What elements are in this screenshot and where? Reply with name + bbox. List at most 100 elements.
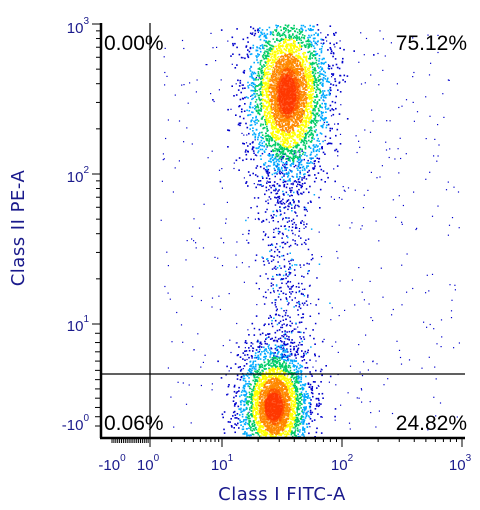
event-dot: [297, 113, 300, 116]
event-dot: [279, 42, 282, 45]
event-dot: [242, 368, 244, 370]
event-dot: [406, 253, 408, 255]
event-dot: [296, 351, 299, 353]
event-dot: [402, 204, 404, 207]
event-dot: [260, 92, 262, 95]
event-dot: [289, 43, 292, 45]
event-dot: [294, 152, 297, 154]
event-dot: [305, 44, 307, 47]
event-dot: [269, 115, 271, 117]
event-dot: [307, 97, 309, 99]
event-dot: [443, 116, 445, 118]
event-dot: [255, 357, 258, 359]
event-dot: [312, 88, 314, 90]
event-dot: [300, 121, 302, 124]
event-dot: [401, 223, 403, 225]
event-dot: [292, 183, 294, 186]
event-dot: [244, 57, 246, 60]
event-dot: [312, 157, 314, 159]
event-dot: [247, 49, 249, 51]
event-dot: [247, 81, 249, 84]
event-dot: [268, 142, 270, 144]
event-dot: [277, 128, 279, 130]
event-dot: [267, 100, 269, 103]
event-dot: [285, 145, 287, 148]
event-dot: [287, 285, 289, 287]
event-dot: [294, 204, 297, 207]
event-dot: [265, 62, 267, 64]
event-dot: [193, 349, 195, 351]
event-dot: [294, 142, 297, 144]
event-dot: [234, 42, 236, 45]
event-dot: [293, 165, 295, 168]
event-dot: [265, 137, 268, 140]
event-dot: [289, 48, 291, 51]
event-dot: [252, 44, 255, 47]
event-dot: [278, 56, 280, 58]
event-dot: [280, 200, 283, 202]
event-dot: [263, 104, 265, 107]
event-dot: [262, 91, 264, 94]
event-dot: [304, 84, 307, 86]
event-dot: [176, 311, 178, 314]
event-dot: [275, 136, 277, 139]
event-dot: [289, 30, 292, 32]
event-dot: [288, 131, 291, 133]
event-dot: [295, 144, 297, 147]
event-dot: [265, 77, 268, 80]
event-dot: [288, 36, 290, 38]
event-dot: [264, 99, 266, 102]
event-dot: [283, 225, 286, 228]
event-dot: [305, 178, 308, 180]
event-dot: [286, 331, 288, 333]
event-dot: [263, 71, 266, 73]
event-dot: [280, 152, 283, 154]
event-dot: [326, 121, 329, 123]
event-dot: [265, 73, 268, 76]
event-dot: [260, 136, 262, 138]
event-dot: [282, 233, 284, 236]
event-dot: [310, 85, 312, 87]
event-dot: [283, 207, 286, 209]
event-dot: [303, 158, 305, 161]
event-dot: [286, 129, 288, 132]
event-dot: [296, 63, 298, 65]
event-dot: [283, 34, 286, 36]
event-dot: [308, 191, 310, 194]
event-dot: [275, 45, 277, 48]
event-dot: [269, 108, 272, 111]
event-dot: [437, 34, 439, 36]
event-dot: [314, 123, 316, 126]
event-dot: [265, 200, 267, 203]
event-dot: [320, 403, 322, 405]
event-dot: [317, 33, 319, 35]
event-dot: [268, 381, 271, 383]
event-dot: [261, 55, 264, 57]
event-dot: [281, 326, 284, 329]
event-dot: [415, 228, 417, 231]
event-dot: [264, 323, 266, 325]
event-dot: [320, 112, 323, 115]
event-dot: [289, 187, 291, 189]
event-dot: [292, 124, 295, 127]
event-dot: [300, 184, 302, 187]
event-dot: [271, 95, 274, 97]
event-dot: [269, 83, 271, 86]
event-dot: [265, 189, 268, 192]
event-dot: [278, 157, 281, 160]
event-dot: [302, 41, 304, 44]
event-dot: [294, 44, 297, 47]
event-dot: [251, 357, 253, 359]
event-dot: [282, 126, 284, 128]
event-dot: [398, 195, 400, 197]
event-dot: [293, 35, 296, 38]
event-dot: [280, 29, 282, 32]
event-dot: [232, 42, 234, 45]
event-dot: [268, 49, 270, 52]
event-dot: [294, 297, 296, 299]
event-dot: [292, 50, 294, 53]
event-dot: [297, 314, 300, 316]
event-dot: [306, 94, 309, 96]
event-dot: [285, 298, 288, 300]
event-dot: [267, 88, 269, 91]
